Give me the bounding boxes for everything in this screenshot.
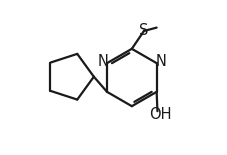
Text: N: N (97, 54, 108, 69)
Text: S: S (139, 23, 148, 38)
Text: OH: OH (148, 106, 171, 122)
Text: N: N (155, 54, 166, 69)
